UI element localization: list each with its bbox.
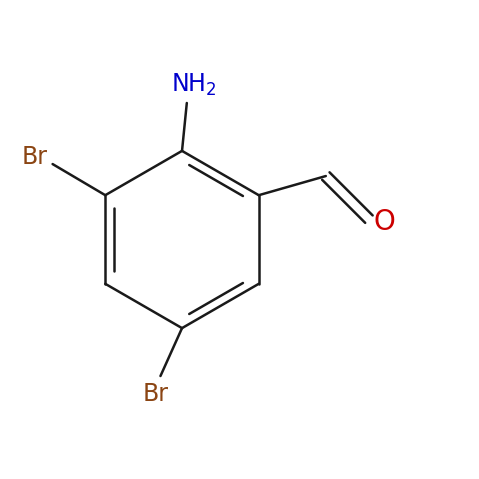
Text: Br: Br xyxy=(22,145,47,169)
Text: Br: Br xyxy=(143,382,169,406)
Text: O: O xyxy=(374,207,396,236)
Text: NH$_2$: NH$_2$ xyxy=(171,72,217,98)
